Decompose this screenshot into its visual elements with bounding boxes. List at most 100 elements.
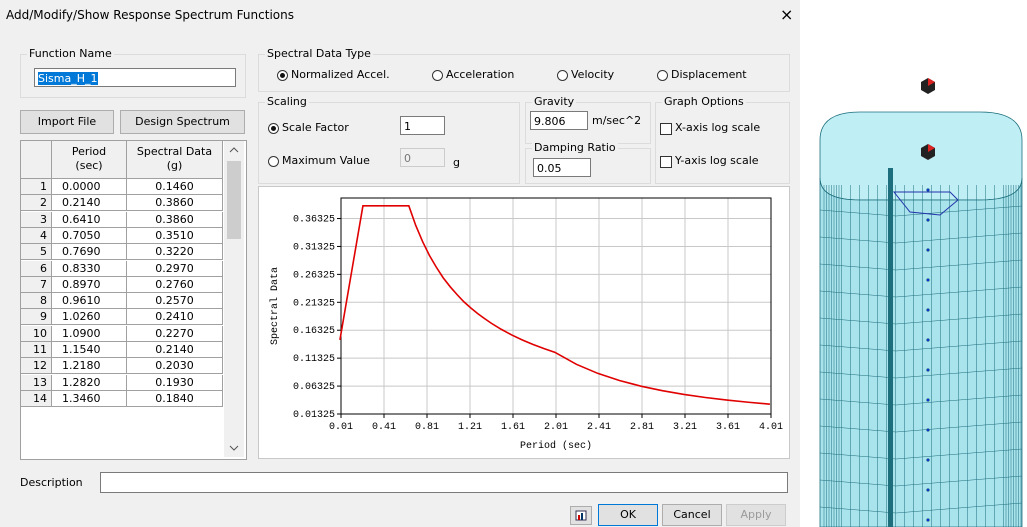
screen: Add/Modify/Show Response Spectrum Functi… xyxy=(0,0,1027,527)
gravity-input[interactable]: 9.806 xyxy=(530,111,588,130)
design-spectrum-button[interactable]: Design Spectrum xyxy=(120,110,245,134)
unit-label: m/sec^2 xyxy=(592,114,641,127)
ok-button[interactable]: OK xyxy=(598,504,658,526)
y-tick-label: 0.06325 xyxy=(293,382,335,393)
option-label: Normalized Accel. xyxy=(291,68,390,81)
y-tick-label: 0.36325 xyxy=(293,215,335,226)
table-cell[interactable]: 1.2820 xyxy=(52,375,127,391)
group-label: Spectral Data Type xyxy=(265,47,373,60)
row-header: 1 xyxy=(21,179,52,195)
checkbox[interactable] xyxy=(660,156,672,168)
radio[interactable] xyxy=(557,70,568,81)
x-tick-label: 0.41 xyxy=(372,422,396,433)
group-label: Scaling xyxy=(265,95,309,108)
y-tick-label: 0.31325 xyxy=(293,242,335,253)
y-tick-label: 0.01325 xyxy=(293,410,335,421)
radio[interactable] xyxy=(268,156,279,167)
header-text: (g) xyxy=(127,159,222,173)
x-tick-label: 0.01 xyxy=(329,422,353,433)
x-axis-label: Period (sec) xyxy=(520,440,592,452)
option-label: Displacement xyxy=(671,68,747,81)
x-tick-label: 2.01 xyxy=(544,422,568,433)
x-tick-label: 3.21 xyxy=(673,422,697,433)
row-header: 3 xyxy=(21,212,52,228)
table-cell[interactable]: 0.2140 xyxy=(127,342,223,358)
table-cell[interactable]: 0.7690 xyxy=(52,244,127,260)
scaling-group: Scaling xyxy=(258,102,520,184)
model-view xyxy=(800,60,1027,527)
y-tick-label: 0.21325 xyxy=(293,298,335,309)
table-cell[interactable]: 0.8970 xyxy=(52,277,127,293)
x-tick-label: 2.81 xyxy=(630,422,654,433)
header-corner xyxy=(21,141,52,179)
scale-factor-input[interactable]: 1 xyxy=(400,116,445,135)
chart-icon-button[interactable] xyxy=(570,506,592,525)
option-label: Y-axis log scale xyxy=(675,154,759,167)
table-cell[interactable]: 0.6410 xyxy=(52,212,127,228)
radio[interactable] xyxy=(268,123,279,134)
table-cell[interactable]: 0.2410 xyxy=(127,309,223,325)
table-cell[interactable]: 1.0900 xyxy=(52,326,127,342)
input-text: Sisma_H_1 xyxy=(38,72,98,85)
table-cell[interactable]: 1.2180 xyxy=(52,358,127,374)
y-tick-label: 0.16325 xyxy=(293,326,335,337)
x-tick-label: 4.01 xyxy=(759,422,783,433)
option-label: Velocity xyxy=(571,68,614,81)
x-tick-label: 0.81 xyxy=(415,422,439,433)
description-label: Description xyxy=(20,476,83,489)
option-label: Maximum Value xyxy=(282,154,370,167)
apply-button: Apply xyxy=(726,504,786,526)
table-cell[interactable]: 0.3510 xyxy=(127,228,223,244)
scrollbar[interactable] xyxy=(224,141,244,457)
table-cell[interactable]: 0.9610 xyxy=(52,293,127,309)
header-text: Spectral Data xyxy=(127,145,222,159)
table-cell[interactable]: 0.2030 xyxy=(127,358,223,374)
table-cell[interactable]: 0.1930 xyxy=(127,375,223,391)
table-cell[interactable]: 0.0000 xyxy=(52,179,127,195)
window-title: Add/Modify/Show Response Spectrum Functi… xyxy=(6,8,294,22)
table-cell[interactable]: 1.0260 xyxy=(52,309,127,325)
function-name-input[interactable]: Sisma_H_1 xyxy=(34,68,236,87)
group-label: Graph Options xyxy=(662,95,746,108)
row-header: 11 xyxy=(21,342,52,358)
table-cell[interactable]: 0.2970 xyxy=(127,261,223,277)
header-text: (sec) xyxy=(52,159,126,173)
column-header: Spectral Data(g) xyxy=(127,141,223,179)
x-tick-label: 3.61 xyxy=(716,422,740,433)
checkbox[interactable] xyxy=(660,123,672,135)
unit-label: g xyxy=(453,156,460,169)
y-axis-label: Spectral Data xyxy=(269,267,281,345)
table-cell[interactable]: 0.8330 xyxy=(52,261,127,277)
table-cell[interactable]: 0.3220 xyxy=(127,244,223,260)
header-text: Period xyxy=(52,145,126,159)
cancel-button[interactable]: Cancel xyxy=(662,504,722,526)
radio[interactable] xyxy=(277,70,288,81)
row-header: 7 xyxy=(21,277,52,293)
option-label: Scale Factor xyxy=(282,121,349,134)
radio[interactable] xyxy=(432,70,443,81)
option-label: Acceleration xyxy=(446,68,514,81)
damping-ratio-input[interactable]: 0.05 xyxy=(533,158,591,177)
table-cell[interactable]: 0.3860 xyxy=(127,212,223,228)
radio[interactable] xyxy=(657,70,668,81)
table-cell[interactable]: 1.1540 xyxy=(52,342,127,358)
table-cell[interactable]: 0.2760 xyxy=(127,277,223,293)
table-cell[interactable]: 0.1840 xyxy=(127,391,223,407)
table-cell[interactable]: 1.3460 xyxy=(52,391,127,407)
table-cell[interactable]: 0.2140 xyxy=(52,195,127,211)
row-header: 6 xyxy=(21,261,52,277)
maximum-value-input: 0 xyxy=(400,148,445,167)
row-header: 14 xyxy=(21,391,52,407)
table-cell[interactable]: 0.2270 xyxy=(127,326,223,342)
table-cell[interactable]: 0.7050 xyxy=(52,228,127,244)
table-cell[interactable]: 0.1460 xyxy=(127,179,223,195)
table-cell[interactable]: 0.3860 xyxy=(127,195,223,211)
y-tick-label: 0.26325 xyxy=(293,270,335,281)
table-cell[interactable]: 0.2570 xyxy=(127,293,223,309)
group-label: Damping Ratio xyxy=(532,141,618,154)
row-header: 8 xyxy=(21,293,52,309)
import-file-button[interactable]: Import File xyxy=(20,110,114,134)
close-button[interactable]: × xyxy=(780,5,793,24)
description-input[interactable] xyxy=(100,472,788,493)
